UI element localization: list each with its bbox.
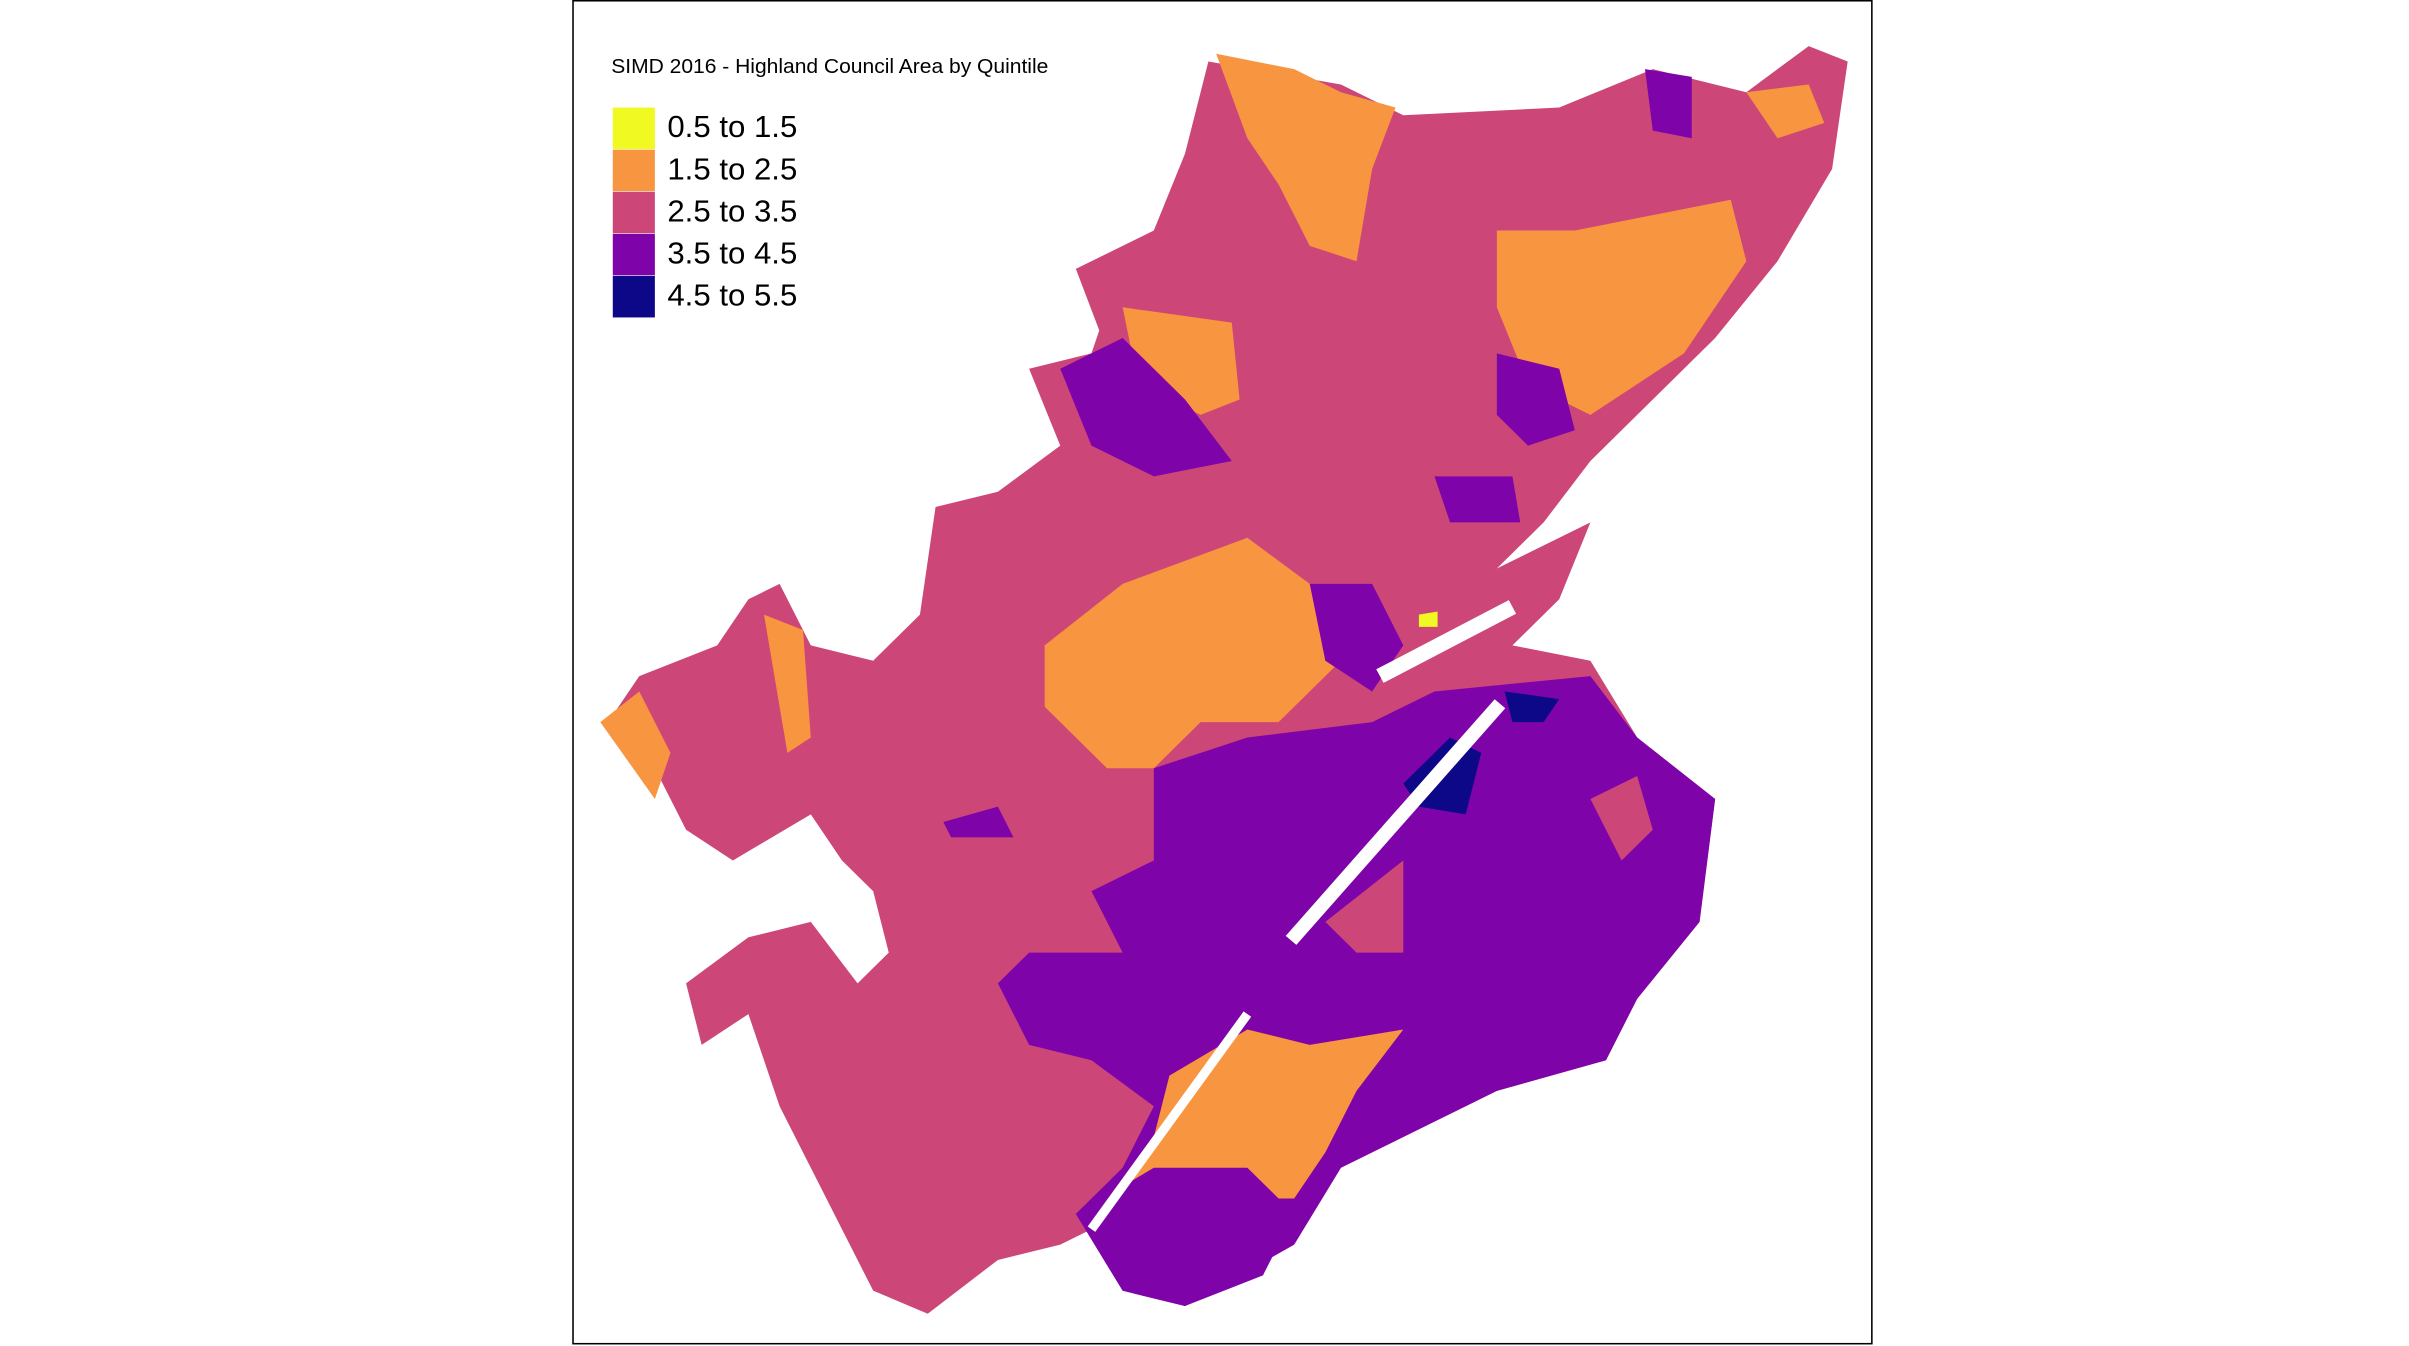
region bbox=[600, 691, 671, 799]
region bbox=[1746, 84, 1825, 139]
region bbox=[1044, 537, 1341, 769]
map-title: SIMD 2016 - Highland Council Area by Qui… bbox=[611, 55, 1048, 78]
region bbox=[1060, 338, 1232, 477]
legend-label: 3.5 to 4.5 bbox=[667, 236, 797, 271]
loch bbox=[1087, 1011, 1252, 1232]
region bbox=[1075, 1167, 1295, 1307]
region bbox=[1418, 611, 1438, 627]
region bbox=[764, 614, 811, 753]
region bbox=[943, 806, 1014, 838]
regions bbox=[600, 46, 1848, 1314]
region bbox=[1122, 1029, 1404, 1199]
region bbox=[1325, 860, 1404, 953]
legend-swatch bbox=[612, 149, 655, 192]
region bbox=[1504, 691, 1560, 723]
region bbox=[1309, 583, 1404, 692]
legend-swatch bbox=[612, 275, 655, 318]
legend: 0.5 to 1.5 1.5 to 2.5 2.5 to 3.5 3.5 to 4.5… bbox=[612, 107, 797, 318]
loch bbox=[1285, 699, 1506, 945]
region bbox=[1216, 53, 1396, 262]
legend-label: 0.5 to 1.5 bbox=[667, 109, 797, 144]
legend-swatch bbox=[612, 191, 655, 234]
region bbox=[1644, 69, 1692, 139]
legend-label: 1.5 to 2.5 bbox=[667, 151, 797, 186]
legend-label: 2.5 to 3.5 bbox=[667, 194, 797, 229]
legend-swatch bbox=[612, 107, 655, 150]
region bbox=[1496, 353, 1575, 446]
region bbox=[1590, 775, 1653, 861]
region bbox=[1496, 199, 1747, 415]
region bbox=[1434, 476, 1521, 523]
firth bbox=[1376, 600, 1517, 683]
legend-swatch bbox=[612, 233, 655, 276]
legend-label: 4.5 to 5.5 bbox=[667, 278, 797, 313]
